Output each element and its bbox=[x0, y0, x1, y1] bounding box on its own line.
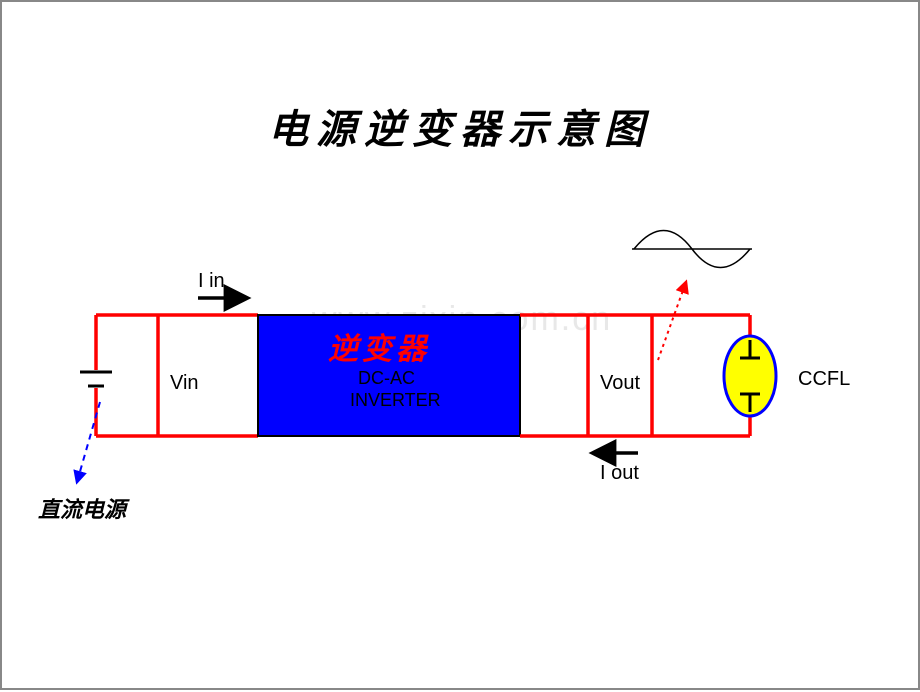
sine-pointer-arrow bbox=[658, 282, 686, 360]
iin-label: I in bbox=[198, 270, 225, 293]
vin-label: Vin bbox=[170, 372, 199, 395]
dc-source-pointer-arrow bbox=[77, 402, 100, 482]
ccfl-label: CCFL bbox=[798, 368, 850, 391]
inverter-en1-label: DC-AC bbox=[358, 368, 415, 389]
vout-label: Vout bbox=[600, 372, 640, 395]
inverter-cn-label: 逆变器 bbox=[328, 324, 430, 368]
battery-symbol bbox=[80, 372, 112, 386]
dc-source-label: 直流电源 bbox=[38, 492, 126, 524]
iout-label: I out bbox=[600, 462, 639, 485]
diagram-canvas: www.zixin.com.cn bbox=[2, 2, 920, 692]
sine-wave-icon bbox=[632, 231, 752, 268]
inverter-en2-label: INVERTER bbox=[350, 390, 441, 411]
